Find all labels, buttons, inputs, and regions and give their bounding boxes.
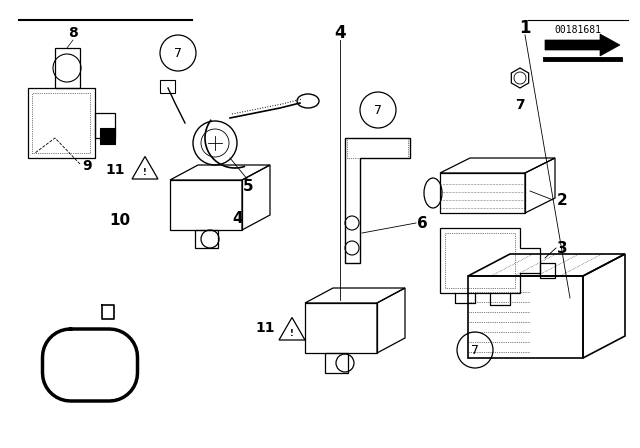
Polygon shape xyxy=(545,34,620,56)
Text: 8: 8 xyxy=(68,26,78,40)
Text: 9: 9 xyxy=(82,159,92,173)
Text: 5: 5 xyxy=(243,178,253,194)
Text: 7: 7 xyxy=(471,344,479,357)
Text: 10: 10 xyxy=(109,212,131,228)
Text: 3: 3 xyxy=(557,241,567,255)
Text: 6: 6 xyxy=(417,215,428,231)
Text: 00181681: 00181681 xyxy=(554,25,602,35)
Text: 1: 1 xyxy=(519,19,531,37)
Text: 11: 11 xyxy=(255,321,275,335)
Text: 7: 7 xyxy=(174,47,182,60)
Text: !: ! xyxy=(290,329,294,338)
Text: 11: 11 xyxy=(105,163,125,177)
Text: 2: 2 xyxy=(557,193,568,207)
Text: 7: 7 xyxy=(374,103,382,116)
Text: 4: 4 xyxy=(334,24,346,42)
Text: !: ! xyxy=(143,168,147,177)
Polygon shape xyxy=(100,128,115,144)
Text: 7: 7 xyxy=(515,98,525,112)
Text: 4: 4 xyxy=(233,211,243,225)
